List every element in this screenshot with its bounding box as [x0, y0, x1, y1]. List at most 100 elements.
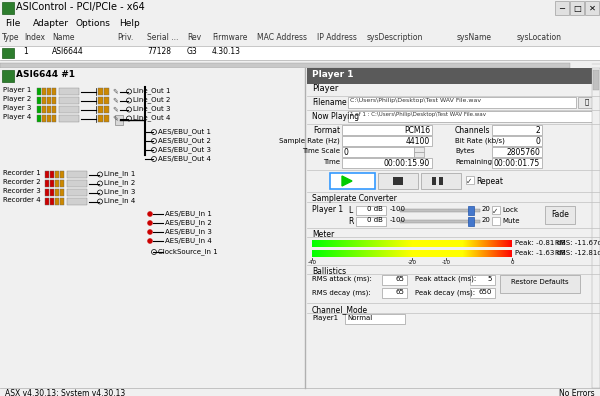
Text: 4.30.13: 4.30.13	[212, 47, 241, 56]
FancyBboxPatch shape	[585, 1, 599, 15]
Polygon shape	[342, 176, 352, 186]
FancyBboxPatch shape	[450, 240, 451, 247]
FancyBboxPatch shape	[447, 250, 448, 257]
Text: Time: Time	[323, 159, 340, 165]
FancyBboxPatch shape	[400, 220, 480, 223]
Text: □: □	[573, 4, 581, 13]
FancyBboxPatch shape	[416, 250, 417, 257]
FancyBboxPatch shape	[354, 240, 355, 247]
FancyBboxPatch shape	[348, 111, 596, 122]
FancyBboxPatch shape	[360, 250, 361, 257]
FancyBboxPatch shape	[352, 240, 353, 247]
FancyBboxPatch shape	[467, 250, 468, 257]
Text: 0: 0	[344, 148, 349, 157]
FancyBboxPatch shape	[438, 240, 439, 247]
FancyBboxPatch shape	[495, 250, 496, 257]
FancyBboxPatch shape	[488, 250, 489, 257]
FancyBboxPatch shape	[444, 240, 445, 247]
FancyBboxPatch shape	[325, 250, 326, 257]
FancyBboxPatch shape	[498, 250, 499, 257]
Text: ASIControl - PCI/PCIe - x64: ASIControl - PCI/PCIe - x64	[16, 2, 145, 12]
FancyBboxPatch shape	[427, 250, 428, 257]
FancyBboxPatch shape	[346, 250, 347, 257]
FancyBboxPatch shape	[402, 250, 403, 257]
FancyBboxPatch shape	[0, 68, 305, 388]
Text: 0 dB: 0 dB	[367, 217, 383, 223]
FancyBboxPatch shape	[47, 97, 51, 104]
FancyBboxPatch shape	[460, 250, 461, 257]
FancyBboxPatch shape	[394, 250, 395, 257]
FancyBboxPatch shape	[452, 240, 453, 247]
FancyBboxPatch shape	[500, 240, 501, 247]
FancyBboxPatch shape	[67, 189, 87, 196]
FancyBboxPatch shape	[474, 240, 475, 247]
Text: Player 1: Player 1	[312, 70, 353, 79]
Text: RMS attack (ms):: RMS attack (ms):	[312, 276, 372, 282]
FancyBboxPatch shape	[319, 250, 320, 257]
Text: 📁: 📁	[585, 99, 589, 105]
Text: AES/EBU_In 4: AES/EBU_In 4	[165, 237, 212, 244]
FancyBboxPatch shape	[511, 240, 512, 247]
FancyBboxPatch shape	[503, 250, 504, 257]
FancyBboxPatch shape	[350, 240, 351, 247]
FancyBboxPatch shape	[371, 250, 372, 257]
FancyBboxPatch shape	[484, 250, 485, 257]
Text: Recorder 1: Recorder 1	[3, 170, 41, 176]
FancyBboxPatch shape	[474, 250, 475, 257]
FancyBboxPatch shape	[470, 288, 495, 298]
FancyBboxPatch shape	[312, 240, 313, 247]
Text: Now Playing: Now Playing	[312, 112, 359, 121]
FancyBboxPatch shape	[430, 250, 431, 257]
FancyBboxPatch shape	[424, 240, 425, 247]
FancyBboxPatch shape	[340, 250, 341, 257]
FancyBboxPatch shape	[345, 240, 346, 247]
FancyBboxPatch shape	[462, 250, 463, 257]
FancyBboxPatch shape	[349, 240, 350, 247]
FancyBboxPatch shape	[393, 250, 394, 257]
FancyBboxPatch shape	[501, 250, 502, 257]
FancyBboxPatch shape	[339, 250, 340, 257]
FancyBboxPatch shape	[98, 115, 103, 122]
FancyBboxPatch shape	[431, 250, 432, 257]
FancyBboxPatch shape	[446, 240, 447, 247]
Text: ASI6644: ASI6644	[52, 47, 84, 56]
FancyBboxPatch shape	[363, 250, 364, 257]
FancyBboxPatch shape	[375, 240, 376, 247]
FancyBboxPatch shape	[445, 240, 446, 247]
FancyBboxPatch shape	[391, 240, 392, 247]
FancyBboxPatch shape	[67, 198, 87, 205]
Text: Peak attack (ms):: Peak attack (ms):	[415, 276, 476, 282]
FancyBboxPatch shape	[50, 198, 54, 205]
FancyBboxPatch shape	[442, 250, 443, 257]
Text: RMS: -12.81dB: RMS: -12.81dB	[555, 250, 600, 256]
FancyBboxPatch shape	[408, 250, 409, 257]
FancyBboxPatch shape	[509, 240, 510, 247]
FancyBboxPatch shape	[354, 250, 355, 257]
FancyBboxPatch shape	[415, 250, 416, 257]
FancyBboxPatch shape	[365, 250, 366, 257]
Text: Line_Out 2: Line_Out 2	[133, 96, 170, 103]
FancyBboxPatch shape	[323, 250, 324, 257]
FancyBboxPatch shape	[37, 106, 41, 113]
FancyBboxPatch shape	[400, 240, 401, 247]
FancyBboxPatch shape	[453, 240, 454, 247]
FancyBboxPatch shape	[404, 240, 405, 247]
FancyBboxPatch shape	[421, 173, 461, 189]
FancyBboxPatch shape	[380, 240, 381, 247]
FancyBboxPatch shape	[405, 250, 406, 257]
FancyBboxPatch shape	[383, 250, 384, 257]
FancyBboxPatch shape	[316, 250, 317, 257]
FancyBboxPatch shape	[339, 240, 340, 247]
Text: Bit Rate (kb/s): Bit Rate (kb/s)	[455, 137, 505, 143]
FancyBboxPatch shape	[429, 250, 430, 257]
FancyBboxPatch shape	[332, 240, 333, 247]
Text: sysLocation: sysLocation	[517, 33, 562, 42]
FancyBboxPatch shape	[388, 250, 389, 257]
FancyBboxPatch shape	[315, 240, 316, 247]
FancyBboxPatch shape	[443, 250, 444, 257]
FancyBboxPatch shape	[451, 240, 452, 247]
FancyBboxPatch shape	[492, 125, 542, 135]
FancyBboxPatch shape	[380, 250, 381, 257]
FancyBboxPatch shape	[98, 97, 103, 104]
FancyBboxPatch shape	[492, 136, 542, 146]
